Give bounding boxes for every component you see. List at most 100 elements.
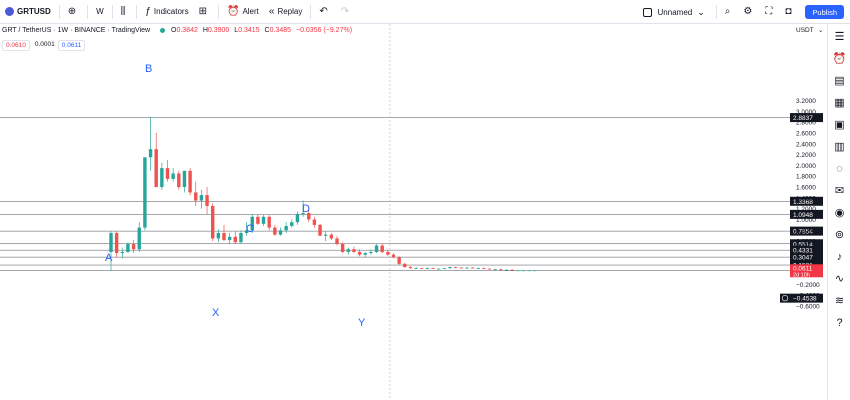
sell-price-button[interactable]: 0.0610 [2,40,30,51]
candle-body [301,213,305,215]
fullscreen-button[interactable]: ⛶ [760,0,780,24]
notifications-icon[interactable]: ♪ [836,250,843,263]
price-tick-label: 2.4000 [796,141,816,148]
quick-search-button[interactable]: ⌕ [720,0,739,24]
cursor-price-box [780,293,823,303]
interval-button[interactable]: W [91,0,109,24]
layout-checkbox-icon [642,7,652,17]
cursor-price-label: −0.4538 [793,296,817,303]
candle-body [188,170,192,193]
trend-icon[interactable]: ∿ [834,273,845,285]
chat-icon[interactable]: ✉ [834,185,845,197]
buy-price-button[interactable]: 0.0611 [57,40,86,51]
level-price-label: 0.7854 [793,229,813,236]
toolbar-divider [111,4,113,19]
candle-body [442,268,447,269]
price-tick-label: −0.6000 [796,304,820,311]
candle-body [120,251,124,254]
streams-icon[interactable]: ◉ [834,207,845,219]
candle-body [312,219,317,225]
calendar-icon[interactable]: ▣ [834,119,845,131]
symbol-search-button[interactable]: GRTUSD [0,0,56,24]
indicators-label: Indicators [153,7,189,16]
alarm-clock-icon[interactable]: ⏰ [832,53,847,65]
price-tick-label: 3.0000 [796,109,816,116]
candle-body [386,251,390,255]
alert-label: Alert [242,7,259,16]
candle-body [329,234,334,239]
candle-body [160,168,164,188]
news-icon[interactable]: ▦ [834,97,845,109]
undo-icon: ↶ [319,5,328,17]
replay-label: Replay [277,7,303,16]
candle-body [437,268,441,270]
price-tick-label: 1.2000 [796,206,816,213]
publish-button[interactable]: Publish [805,5,844,19]
snapshot-button[interactable]: ◘ [780,0,799,24]
candle-body [521,270,526,272]
templates-button[interactable]: ⊞ [194,0,215,24]
level-price-box [790,209,823,219]
alarm-clock-icon: ⏰ [226,5,240,17]
candle-body [154,149,158,188]
indicators-button[interactable]: ƒ Indicators [140,0,193,24]
price-tick-label: 3.2000 [796,98,816,105]
candle-body [380,245,384,252]
level-price-box [790,252,823,262]
price-tick-label: 1.4000 [796,195,816,202]
horizontal-levels [0,117,790,271]
toolbar-divider [136,4,138,19]
candle-body [295,214,300,223]
chart-type-button[interactable]: ⫼ [116,0,134,24]
redo-button[interactable]: ↷ [336,0,357,24]
countdown-label: 2d 10h [793,272,810,278]
candle-body [482,268,486,269]
price-tick-label: 1.0000 [796,217,816,224]
price-axis[interactable]: USDT ⌄ [796,27,823,34]
candle-body [126,243,130,252]
candle-body [114,233,119,254]
broadcast-icon[interactable]: ⊚ [834,229,845,241]
settings-button[interactable]: ⚙ [738,0,760,24]
price-axis-labels: 2.8837 1.3368 1.0948 0.7854 0.55140.43310.30… [780,98,823,311]
candle-body [284,225,288,231]
candle-body [448,267,452,269]
indicators-icon: ƒ [145,5,151,17]
chart-legend: GRT / TetherUS · 1W · BINANCE · TradingV… [2,27,352,34]
calculator-icon[interactable]: ▥ [834,141,845,153]
toolbar-divider [87,4,89,19]
price-tick-label: 0.6000 [796,239,816,246]
price-tick-label: 2.0000 [796,163,816,170]
level-price-box [790,245,823,255]
watchlist-icon[interactable]: ☰ [834,31,845,43]
high-label: H [202,27,208,34]
gear-icon: ⚙ [743,6,753,17]
lightbulb-icon[interactable]: ◌ [836,162,843,175]
candle-body [493,269,497,271]
candle-body [205,195,209,206]
help-icon[interactable]: ? [836,316,843,329]
replay-button[interactable]: « Replay [264,0,307,24]
level-price-label: 0.4331 [793,248,813,255]
candle-body [391,254,396,258]
right-sidebar: ☰ ⏰ ▤ ▦ ▣ ▥ ◌ ✉ ◉ ⊚ ♪ ∿ ≋ ? [827,24,850,400]
search-icon: ⌕ [724,6,731,17]
candle-body [453,267,458,268]
candle-body [143,157,147,228]
dom-icon[interactable]: ≋ [834,295,845,307]
interval-label: W [96,7,104,16]
alert-button[interactable]: ⏰ Alert [222,0,264,24]
toolbar-divider [715,5,717,19]
symbol-label: GRTUSD [17,7,51,16]
compare-symbol-button[interactable]: ⊕ [63,0,84,24]
candle-body [233,236,237,243]
fullscreen-icon: ⛶ [765,6,773,17]
current-price-label: 0.0611 [793,265,813,272]
candle-body [307,213,311,220]
undo-button[interactable]: ↶ [314,0,335,24]
candle-body [227,236,232,241]
data-window-icon[interactable]: ▤ [834,75,845,87]
level-price-label: 0.5514 [793,241,813,248]
price-chart[interactable]: A B C D X Y USDT ⌄ 2.8837 1.3368 1.0948 0.7… [0,24,827,400]
layout-menu-button[interactable]: Unnamed ⌄ [638,0,713,24]
